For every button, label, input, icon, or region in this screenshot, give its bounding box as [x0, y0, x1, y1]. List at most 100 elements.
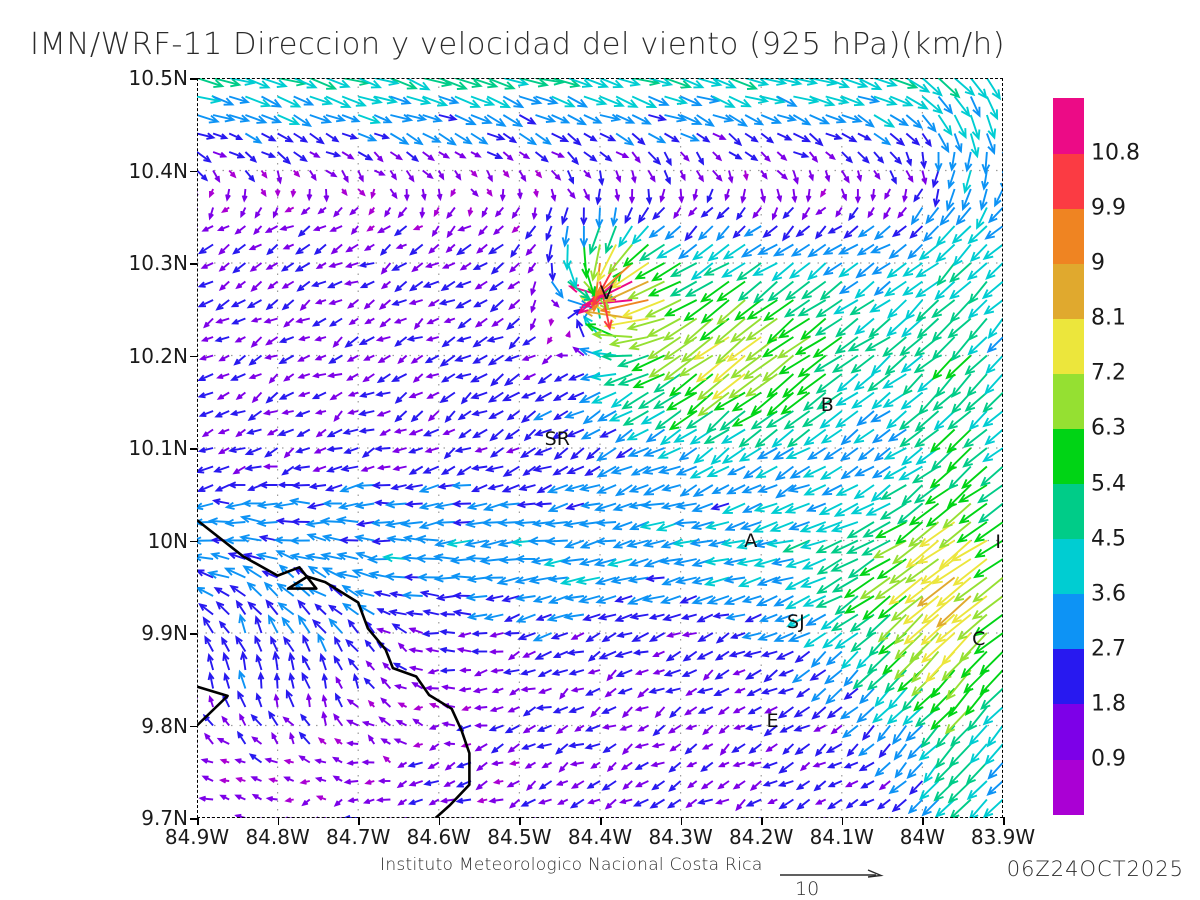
wind-vector: [537, 687, 552, 694]
wind-vector: [408, 780, 424, 787]
wind-vector: [492, 778, 504, 785]
wind-vector: [537, 798, 552, 805]
wind-vector: [488, 724, 504, 732]
wind-vector: [408, 627, 424, 634]
wind-vector: [911, 650, 940, 684]
y-axis-tick: [190, 633, 198, 635]
wind-vector: [905, 724, 924, 742]
wind-vector: [732, 761, 746, 768]
wind-vector: [393, 684, 407, 690]
colorbar-band[interactable]: [1053, 153, 1084, 209]
wind-vector: [982, 706, 1003, 726]
wind-vector: [395, 719, 408, 727]
wind-vector: [652, 650, 665, 658]
wind-vector: [522, 650, 536, 658]
wind-vector: [963, 669, 988, 694]
wind-vector: [622, 780, 633, 790]
colorbar-band[interactable]: [1053, 263, 1084, 319]
wind-vector: [686, 761, 698, 768]
wind-vector: [283, 635, 295, 653]
wind-vector: [809, 669, 827, 681]
colorbar-band[interactable]: [1053, 428, 1084, 485]
wind-vector: [393, 738, 407, 745]
colorbar-tick-label: 9.9: [1091, 195, 1126, 221]
colorbar-band[interactable]: [1053, 648, 1084, 705]
wind-vector: [650, 761, 665, 768]
wind-vector: [606, 669, 617, 682]
wind-vector: [408, 665, 423, 672]
wind-vector: [669, 706, 682, 719]
wind-vector: [634, 669, 649, 676]
x-axis-tick: [680, 817, 683, 825]
wind-vector: [198, 795, 214, 802]
colorbar-band[interactable]: [1053, 483, 1084, 540]
wind-vector: [908, 780, 924, 796]
wind-vector: [859, 687, 875, 705]
y-axis-tick: [190, 725, 198, 728]
wind-vector: [267, 614, 279, 634]
wind-vector: [782, 743, 795, 755]
reference-vector-label: 10: [795, 878, 820, 900]
colorbar-band[interactable]: [1053, 703, 1084, 760]
wind-vector: [742, 650, 762, 658]
coastline: [197, 519, 471, 818]
wind-vector: [648, 632, 665, 642]
wind-vector: [668, 761, 682, 773]
wind-vector: [846, 743, 859, 757]
wind-vector: [918, 743, 940, 761]
colorbar-band[interactable]: [1053, 593, 1084, 650]
wind-vector: [702, 669, 714, 681]
wind-vector: [606, 761, 617, 773]
wind-vector: [268, 710, 279, 727]
wind-vector: [378, 716, 391, 727]
x-axis-tick: [600, 817, 602, 825]
wind-vector: [876, 724, 891, 743]
wind-vector: [947, 780, 972, 804]
wind-vector: [489, 706, 504, 713]
wind-vector: [760, 687, 778, 695]
wind-vector: [732, 780, 746, 790]
wind-vector: [749, 780, 762, 792]
colorbar-band[interactable]: [1053, 373, 1084, 430]
wind-vector: [392, 662, 408, 671]
wind-vector: [741, 631, 762, 640]
colorbar-band[interactable]: [1053, 98, 1084, 154]
colorbar-tick-label: 0.9: [1091, 746, 1126, 772]
wind-vector: [473, 669, 488, 677]
x-axis-tick-label: 84.5W: [487, 825, 552, 849]
wind-vector: [334, 738, 343, 745]
y-axis-tick: [190, 818, 198, 820]
wind-vector: [522, 706, 537, 717]
colorbar-band[interactable]: [1053, 318, 1084, 374]
colorbar-band[interactable]: [1053, 208, 1084, 264]
wind-vector: [568, 669, 585, 676]
wind-vector: [221, 715, 230, 727]
wind-map-plot[interactable]: V B SR A SJ C I E: [197, 78, 1003, 818]
wind-vector: [715, 632, 730, 644]
wind-vector: [489, 632, 504, 638]
wind-vector: [701, 743, 714, 750]
wind-vector: [902, 706, 924, 726]
colorbar-band[interactable]: [1053, 538, 1084, 595]
wind-vector: [289, 731, 295, 745]
wind-vector: [861, 724, 875, 741]
wind-vector: [321, 672, 328, 689]
wind-vector: [364, 639, 376, 653]
wind-vector: [559, 687, 569, 700]
colorbar[interactable]: 0.9 1.8 2.7 3.6 4.5 5.4 6.3 7.2 8.1 9 9.9 10.8: [1053, 98, 1140, 815]
y-axis-tick: [190, 78, 198, 80]
wind-vector: [346, 740, 359, 747]
wind-vector: [574, 724, 585, 732]
colorbar-band[interactable]: [1053, 758, 1084, 815]
wind-vector: [517, 632, 536, 641]
wind-vector: [555, 780, 569, 786]
wind-vector: [665, 631, 681, 638]
wind-vector: [472, 687, 488, 694]
wind-vector: [526, 780, 537, 791]
wind-vector: [317, 737, 327, 745]
wind-vector: [331, 756, 343, 764]
wind-vector: [585, 632, 601, 643]
wind-vector: [428, 743, 440, 751]
wind-vector: [948, 743, 972, 768]
wind-vector: [825, 743, 843, 754]
